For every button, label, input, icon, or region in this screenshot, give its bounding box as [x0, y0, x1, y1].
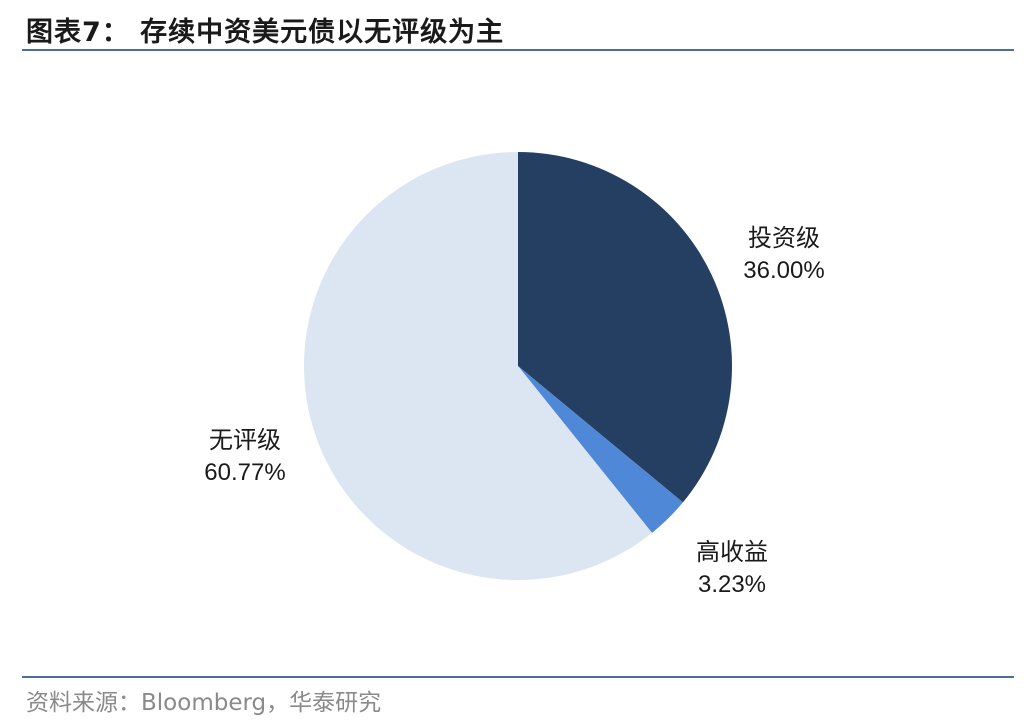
- source-divider: [22, 676, 1014, 678]
- slice-label-value: 3.23%: [698, 571, 766, 598]
- slice-label-name: 无评级: [209, 426, 281, 454]
- slice-label-name: 投资级: [748, 224, 820, 252]
- pie-slice-2: [518, 366, 683, 533]
- pie-slice-3: [303, 151, 653, 580]
- source-note: 资料来源：Bloomberg，华泰研究: [26, 690, 382, 716]
- slice-label-value: 60.77%: [204, 459, 285, 486]
- slice-label-value: 36.00%: [743, 257, 824, 284]
- pie-labels: 投资级 36.00% 高收益 3.23% 无评级 60.77%: [204, 224, 824, 598]
- chart-title: 图表7： 存续中资美元债以无评级为主: [26, 17, 505, 48]
- slice-label-name: 高收益: [696, 538, 768, 566]
- pie-slices: [303, 151, 733, 580]
- title-divider: [22, 49, 1014, 51]
- pie-slice-1: [518, 152, 733, 503]
